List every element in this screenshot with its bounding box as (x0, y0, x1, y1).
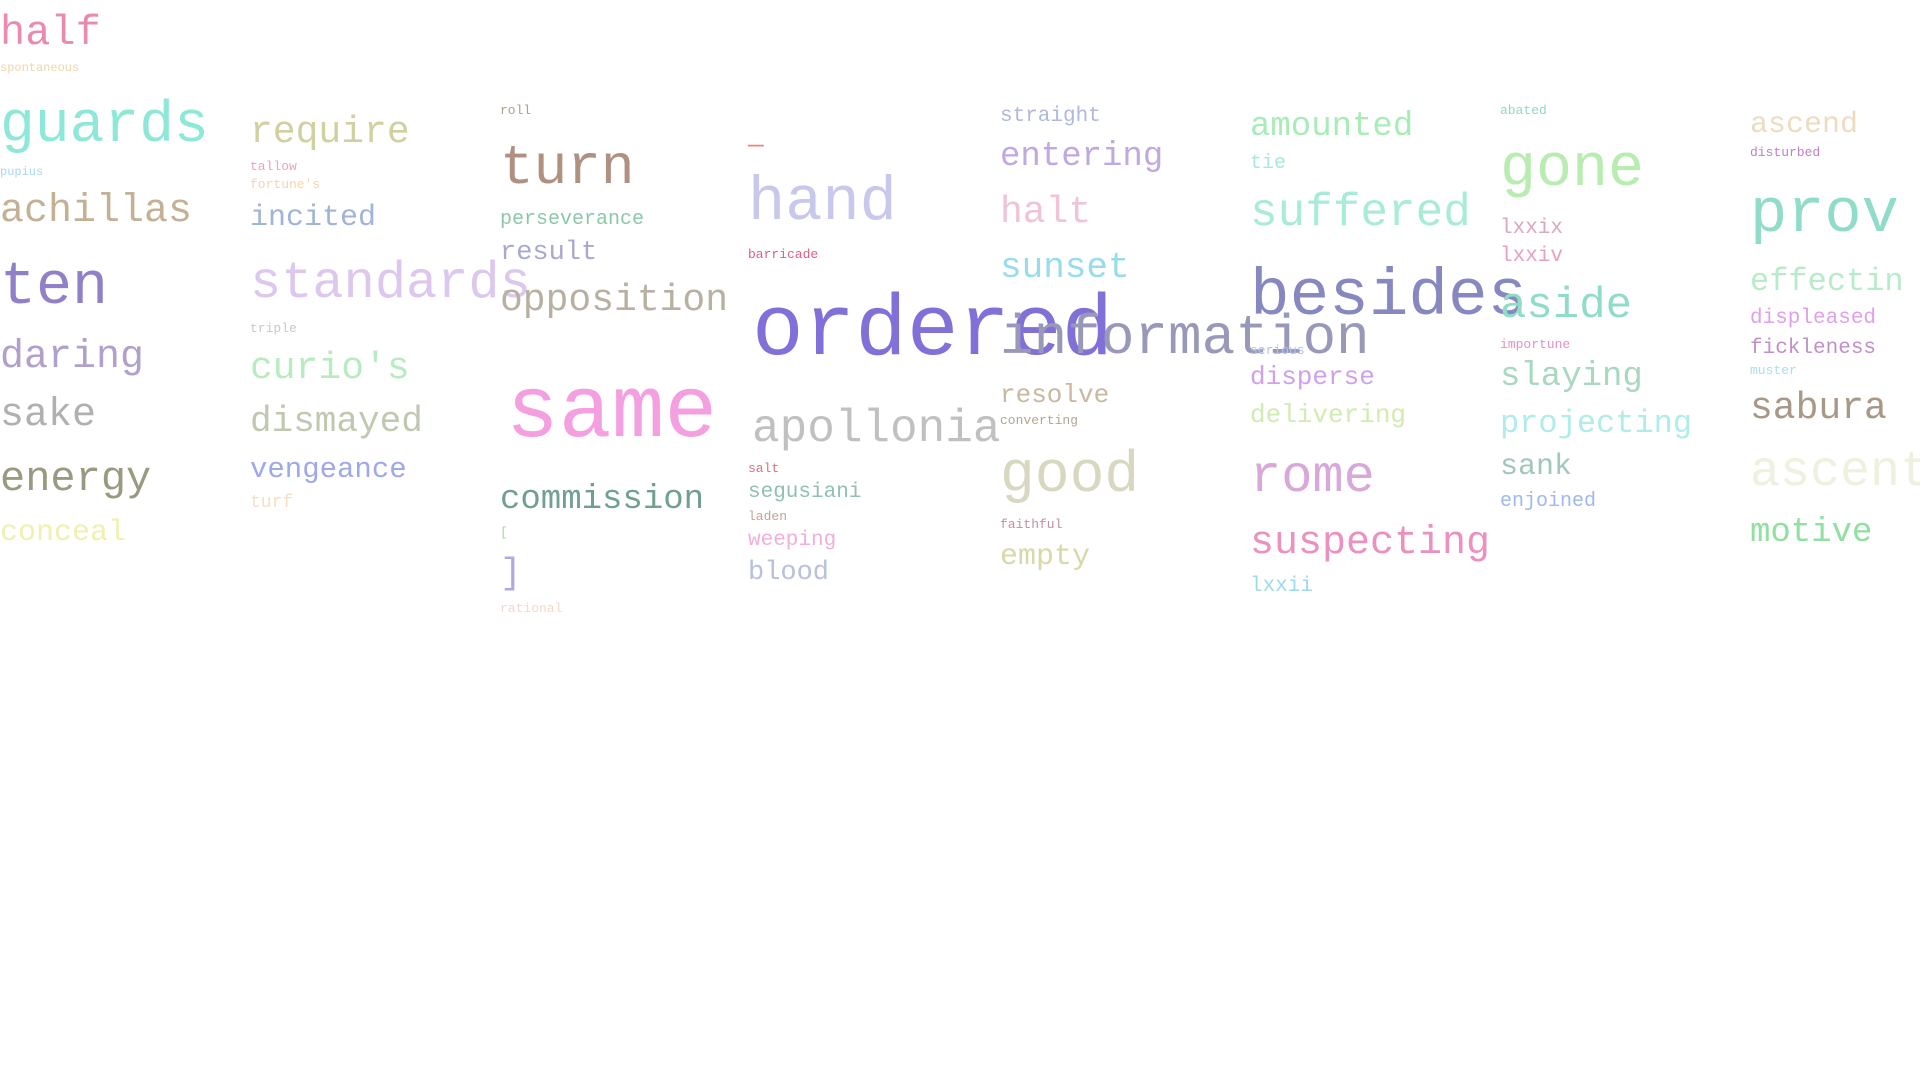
word-serious: serious (1250, 343, 1305, 358)
word-turn: turn (500, 136, 635, 200)
word-rome: rome (1250, 448, 1375, 507)
word-require: require (250, 111, 410, 154)
word-sake: sake (0, 393, 97, 438)
word-achillas: achillas (0, 189, 193, 234)
word-weeping: weeping (748, 529, 837, 552)
word-fortunes: fortune's (250, 177, 321, 192)
word-displeased: displeased (1750, 307, 1877, 330)
word-standards: standards (250, 254, 531, 313)
word-conceal: conceal (0, 516, 127, 550)
word-tie: tie (1250, 152, 1287, 175)
word-incited: incited (250, 201, 377, 235)
word-ordered: ordered (752, 282, 1114, 380)
word-ascend: ascend (1750, 108, 1859, 142)
word-effectin: effectin (1750, 263, 1904, 300)
word-rational: rational (500, 601, 563, 616)
word-muster: muster (1750, 363, 1797, 378)
word-commission: commission (500, 481, 705, 519)
word-segusiani: segusiani (748, 481, 862, 504)
word-triple: triple (250, 321, 297, 336)
word-suspecting: suspecting (1250, 521, 1491, 566)
word-aside: aside (1500, 281, 1633, 331)
word-turf: turf (250, 493, 294, 513)
word-same: same (506, 364, 718, 463)
word-sank: sank (1500, 450, 1573, 484)
word-projecting: projecting (1500, 405, 1693, 442)
word-abated: abated (1500, 103, 1547, 118)
word-slaying: slaying (1500, 358, 1643, 396)
word-motive: motive (1750, 514, 1873, 552)
word-tallow: tallow (250, 159, 297, 174)
word-sabura: sabura (1750, 387, 1887, 430)
word-gone: gone (1500, 136, 1645, 204)
word-dismayed: dismayed (250, 401, 423, 442)
word-spontaneous: spontaneous (0, 61, 80, 75)
word-resolve: resolve (1000, 380, 1110, 410)
word-besides: besides (1250, 259, 1528, 334)
word-empty: empty (1000, 540, 1091, 574)
word-delivering: delivering (1250, 400, 1407, 430)
word-energy: energy (0, 455, 152, 503)
word-entering: entering (1000, 138, 1164, 176)
word-faithful: faithful (1000, 517, 1063, 532)
word-converting: converting (1000, 413, 1079, 428)
word-dash: — (748, 130, 764, 160)
word-close-bracket: ] (500, 553, 522, 594)
word-curios: curio's (250, 347, 410, 390)
word-pupius: pupius (0, 165, 44, 179)
word-ascent: ascent (1750, 444, 1920, 501)
word-barricade: barricade (748, 247, 819, 262)
word-disturbed: disturbed (1750, 145, 1821, 160)
word-straight: straight (1000, 105, 1101, 128)
word-suffered: suffered (1250, 187, 1471, 239)
word-fickleness: fickleness (1750, 337, 1877, 360)
word-ten: ten (0, 254, 109, 322)
word-lxxii: lxxii (1250, 575, 1314, 598)
word-opposition: opposition (500, 279, 729, 322)
word-salt: salt (748, 461, 780, 476)
word-enjoined: enjoined (1500, 490, 1597, 513)
word-half: half (0, 9, 101, 57)
word-importune: importune (1500, 337, 1571, 352)
word-hand: hand (748, 167, 897, 238)
word-blood: blood (748, 558, 830, 588)
word-lxxix: lxxix (1500, 217, 1564, 240)
word-open-bracket: [ (500, 525, 508, 540)
word-halt: halt (1000, 191, 1092, 234)
word-result: result (500, 238, 598, 268)
word-guards: guards (0, 94, 209, 159)
word-perseverance: perseverance (500, 208, 645, 231)
word-vengeance: vengeance (250, 453, 407, 486)
word-laden: laden (748, 509, 788, 524)
word-information: information (1000, 306, 1370, 370)
word-daring: daring (0, 335, 145, 380)
word-roll: roll (500, 103, 532, 118)
word-amounted: amounted (1250, 108, 1414, 146)
word-sunset: sunset (1000, 247, 1130, 288)
word-lxxiv: lxxiv (1500, 245, 1564, 268)
word-prov: prov (1750, 179, 1899, 250)
word-apollonia: apollonia (752, 403, 1001, 455)
word-good: good (1000, 444, 1140, 509)
word-disperse: disperse (1250, 362, 1375, 392)
